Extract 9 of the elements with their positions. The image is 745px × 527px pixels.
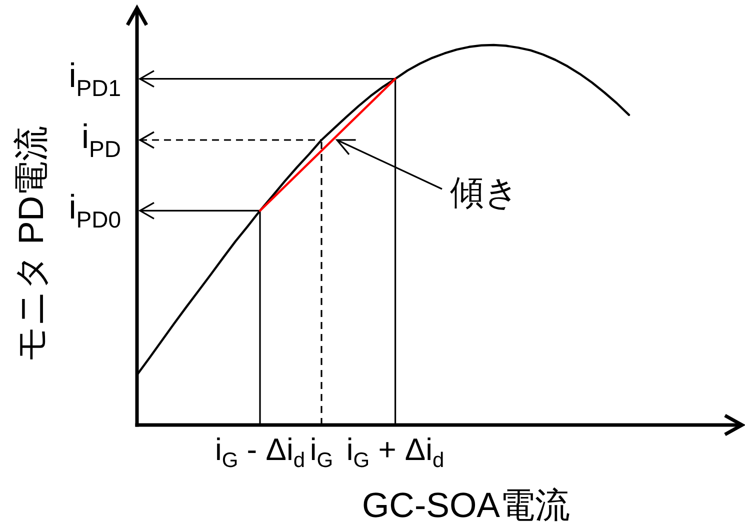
ref-line-label: i$_{PD0}$ bbox=[68, 188, 121, 233]
ref-line-label: i$_{PD1}$ bbox=[68, 56, 121, 101]
y-axis-title: モニタ PD電流 bbox=[12, 126, 51, 362]
x-tick-label: i$_{G}$ - Δi$_{d}$ bbox=[214, 432, 306, 472]
x-tick-label: i$_{G}$ + Δi$_{d}$ bbox=[346, 432, 444, 472]
annotation: 傾き bbox=[450, 174, 519, 212]
ref-line-label: i$_{PD}$ bbox=[81, 118, 121, 162]
x-axis-title: GC-SOA電流 bbox=[362, 486, 570, 525]
x-tick-label: i$_{G}$ bbox=[310, 432, 334, 472]
